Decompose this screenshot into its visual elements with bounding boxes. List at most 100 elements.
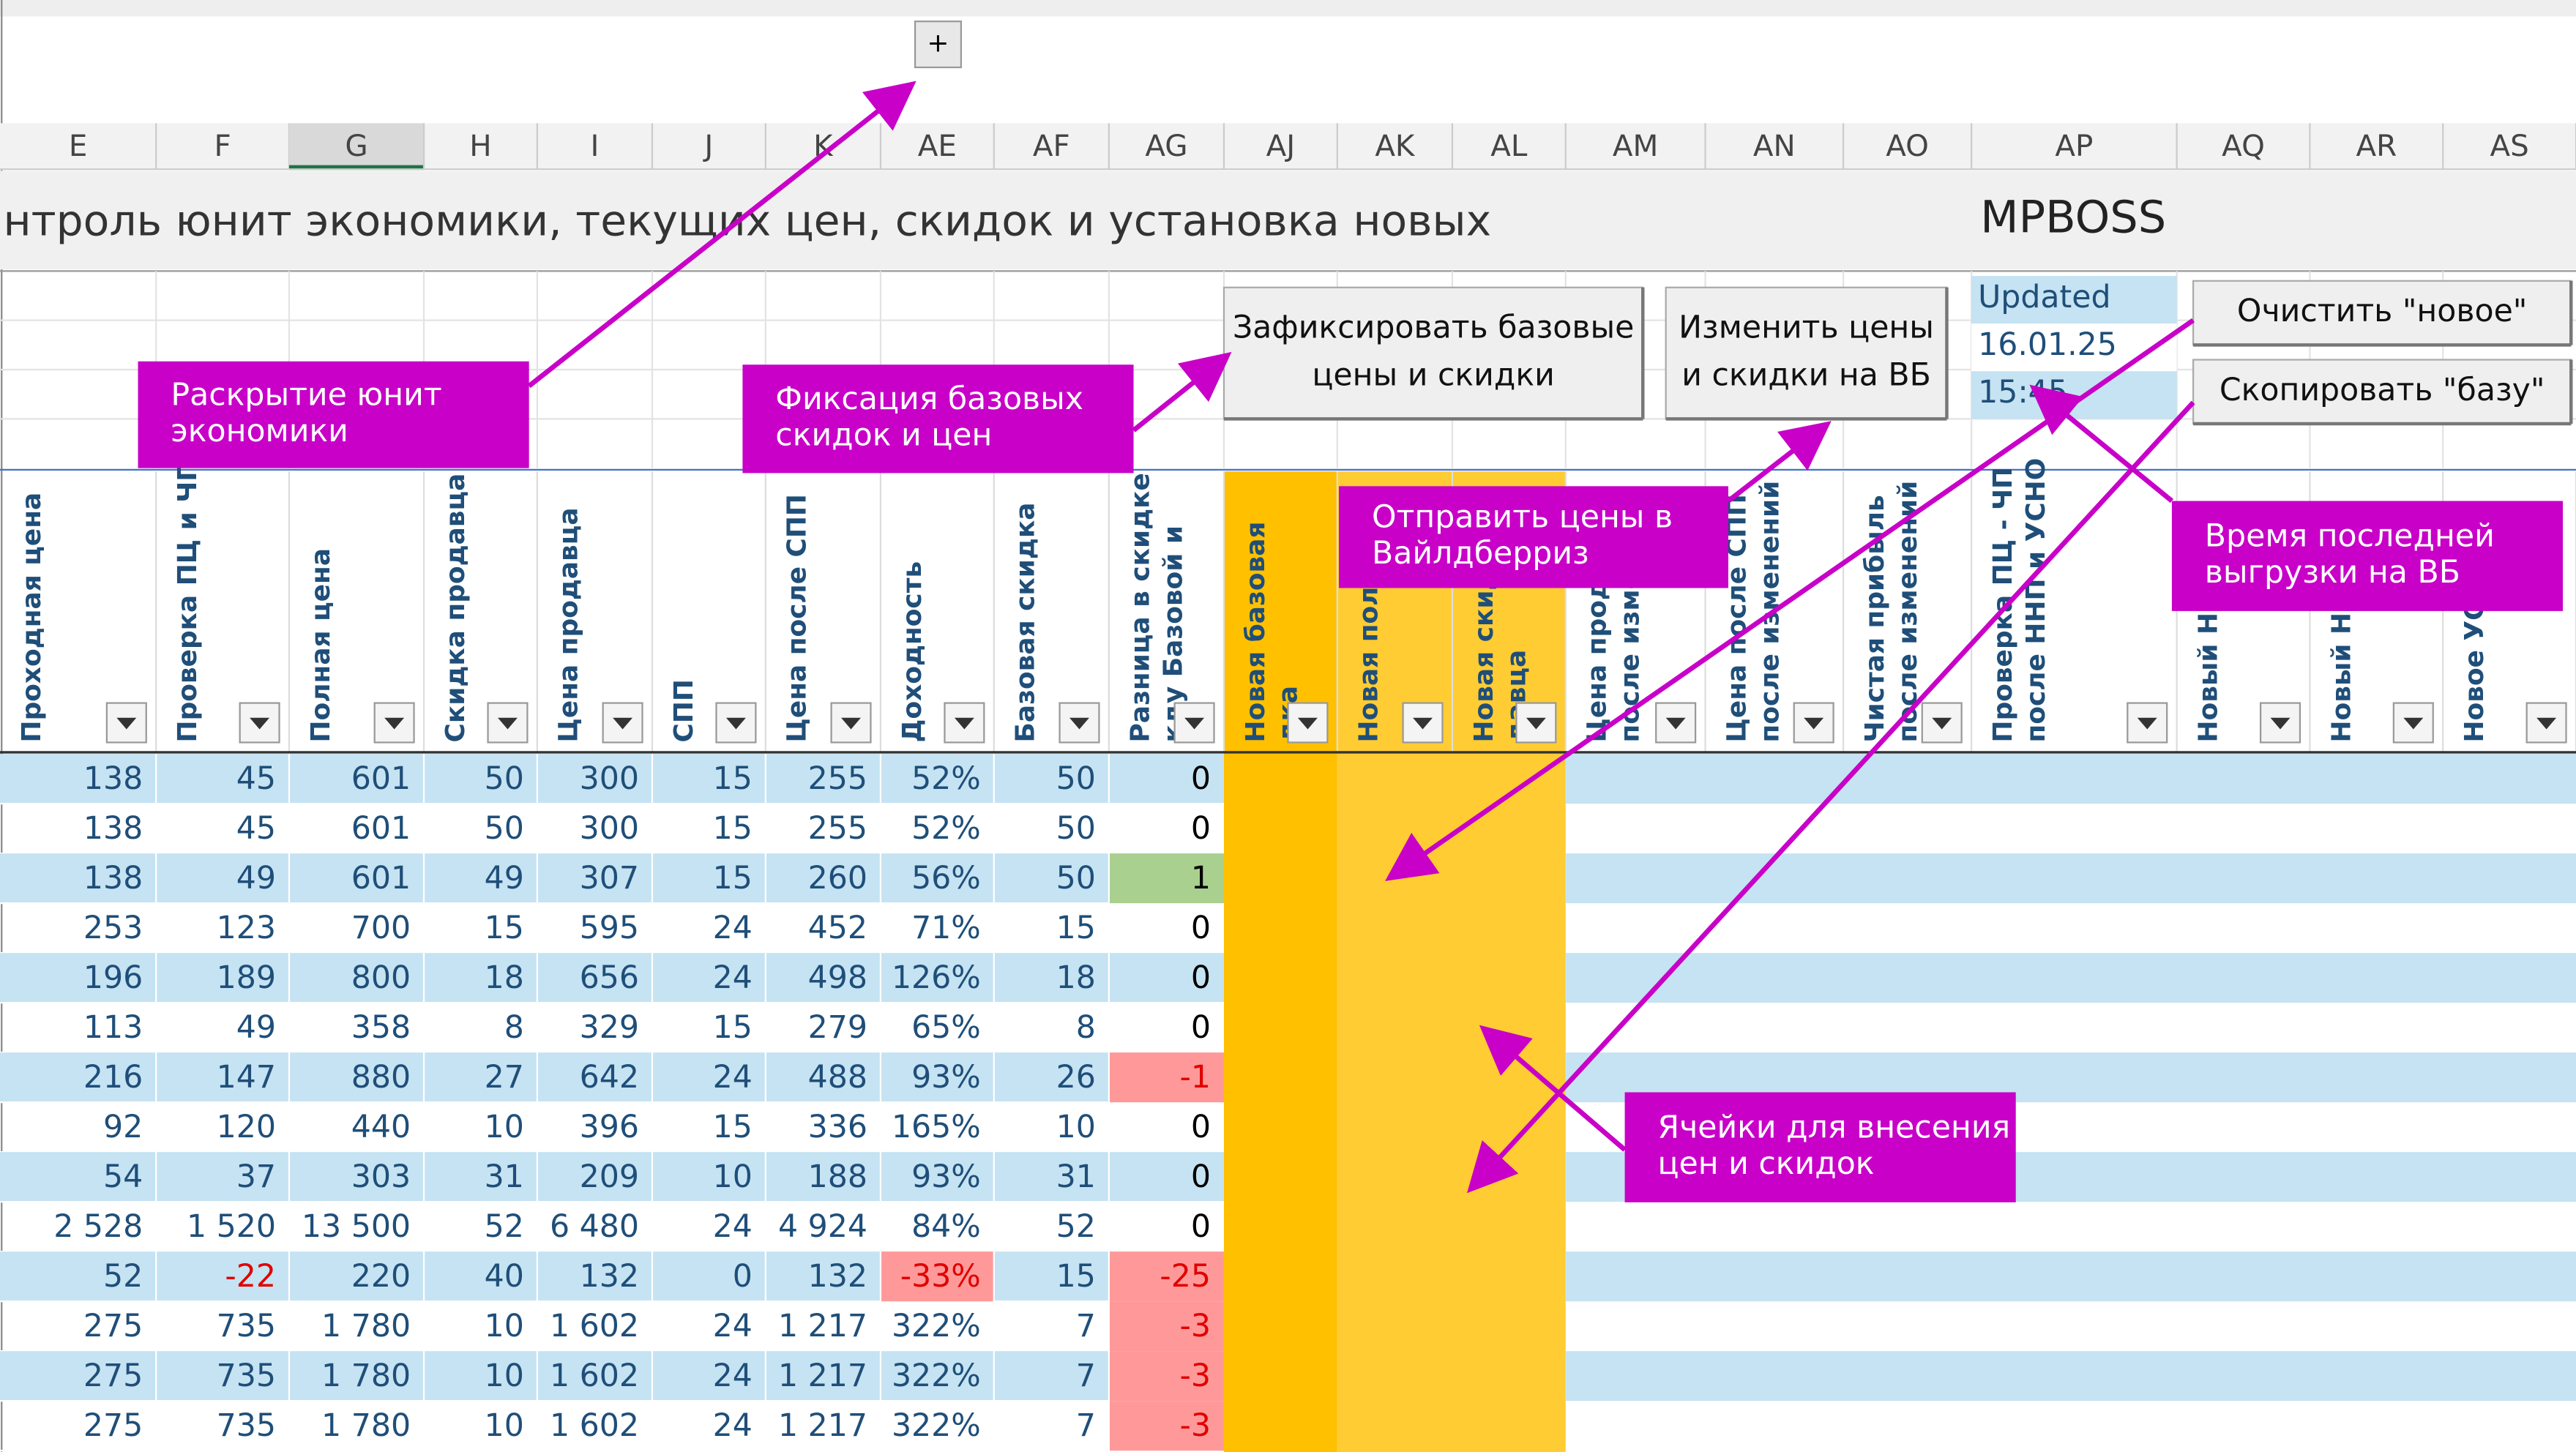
cell: 322% (892, 1358, 981, 1394)
logo: MPBOSS (1980, 192, 2166, 243)
row-band (0, 754, 1224, 804)
column-header: Скидка продавца (441, 474, 471, 743)
cell: 6 480 (550, 1208, 639, 1245)
clear-button[interactable] (2192, 280, 2572, 346)
cell: 396 (580, 1109, 639, 1145)
cell: 440 (351, 1109, 411, 1145)
cell: 15 (713, 860, 753, 897)
change-button-label: Изменить цены (1679, 310, 1934, 346)
column-letter: AL (1490, 129, 1528, 163)
cell: 735 (217, 1407, 276, 1444)
cell: 24 (713, 910, 753, 946)
cell: 452 (808, 910, 867, 946)
column-header: Полная цена (306, 548, 336, 742)
column-header: Новый НД (2326, 589, 2356, 743)
cell: 279 (808, 1009, 867, 1046)
annotation-text: Время последней (2205, 518, 2495, 555)
column-letter: AS (2490, 129, 2528, 163)
cell: -33% (900, 1258, 981, 1295)
highlight-col (1223, 471, 1337, 1452)
filter-arrow (841, 717, 861, 730)
cell: 15 (713, 1009, 753, 1046)
cell: 50 (1056, 860, 1096, 897)
filter-arrow (498, 717, 518, 730)
cell: 24 (713, 1208, 753, 1245)
cell: 26 (1056, 1059, 1096, 1096)
row-band (1565, 1351, 2576, 1402)
column-header: Новый НН (2194, 591, 2224, 743)
annotation-arrow (2029, 384, 2174, 504)
cell: 24 (713, 1308, 753, 1344)
filter-arrow (2270, 717, 2291, 730)
cell: 54 (103, 1159, 143, 1195)
cell: 300 (580, 760, 639, 797)
column-letter: AK (1375, 129, 1416, 163)
cell: 138 (83, 860, 143, 897)
column-header: Цена продавца (554, 507, 584, 742)
annotation-arrow (1385, 318, 2195, 881)
column-header: Проходная цена (17, 493, 47, 743)
row-band (0, 1052, 1224, 1103)
cell-highlight (1108, 1351, 1224, 1402)
filter-button[interactable] (1059, 702, 1100, 744)
column-header: СПП (669, 679, 699, 742)
expand-button[interactable] (914, 20, 963, 69)
cell: 49 (236, 860, 276, 897)
annotation-box (2171, 501, 2564, 611)
cell: 1 602 (550, 1407, 639, 1444)
cell: 209 (580, 1159, 639, 1195)
cell: 498 (808, 959, 867, 996)
filter-button[interactable] (715, 702, 757, 744)
cell: 275 (83, 1308, 143, 1344)
cell: 488 (808, 1059, 867, 1096)
column-header: Новая скид (1469, 569, 1499, 743)
cell: 27 (485, 1059, 524, 1096)
cell: 188 (808, 1159, 867, 1195)
row-band (0, 1152, 1224, 1202)
sheet-title: нтроль юнит экономики, текущих цен, скид… (3, 195, 1491, 245)
cell: 132 (580, 1258, 639, 1295)
filter-arrow (1665, 717, 1686, 730)
cell: 7 (1076, 1407, 1096, 1444)
selected-column (288, 123, 425, 170)
filter-arrow (1526, 717, 1546, 730)
column-letter: J (702, 129, 713, 163)
cell: 132 (808, 1258, 867, 1295)
fix-button[interactable] (1222, 286, 1644, 420)
annotation-arrow (1132, 351, 1232, 433)
cell: 1 (1191, 860, 1211, 897)
column-header: Новая базовая (1241, 522, 1271, 743)
cell-highlight (1108, 1301, 1224, 1352)
cell: 1 780 (321, 1308, 411, 1344)
cell: 10 (485, 1308, 524, 1344)
cell: 10 (485, 1407, 524, 1444)
cell: 220 (351, 1258, 411, 1295)
cell: 0 (733, 1258, 753, 1295)
cell: 303 (351, 1159, 411, 1195)
annotation-text: цен и скидок (1657, 1145, 1874, 1182)
cell: -22 (225, 1258, 276, 1295)
cell-highlight (1108, 1251, 1224, 1302)
column-header: Базовая скидка (1011, 503, 1041, 743)
cell: 65% (911, 1009, 981, 1046)
column-letter: I (590, 129, 599, 163)
cell: 50 (1056, 810, 1096, 847)
cell: -1 (1180, 1059, 1212, 1096)
title-row (0, 171, 2576, 270)
copy-button[interactable] (2192, 359, 2572, 425)
annotation-box (1339, 486, 1728, 588)
updated-date: 16.01.25 (1978, 326, 2117, 363)
column-header: Проверка ПЦ и ЧП (173, 460, 203, 743)
cell: 56% (911, 860, 981, 897)
cell: 52% (911, 810, 981, 847)
column-letter: F (214, 129, 231, 163)
cell: 71% (911, 910, 981, 946)
column-header: Новая полн (1354, 569, 1384, 743)
annotation-arrow (1466, 400, 2195, 1194)
cell: 52 (1056, 1208, 1096, 1245)
column-letter: AP (2055, 129, 2093, 163)
column-header: Разница в скидке (1126, 473, 1156, 742)
change-button[interactable] (1665, 286, 1948, 420)
cell: -25 (1160, 1258, 1211, 1295)
row-band (1565, 853, 2576, 904)
